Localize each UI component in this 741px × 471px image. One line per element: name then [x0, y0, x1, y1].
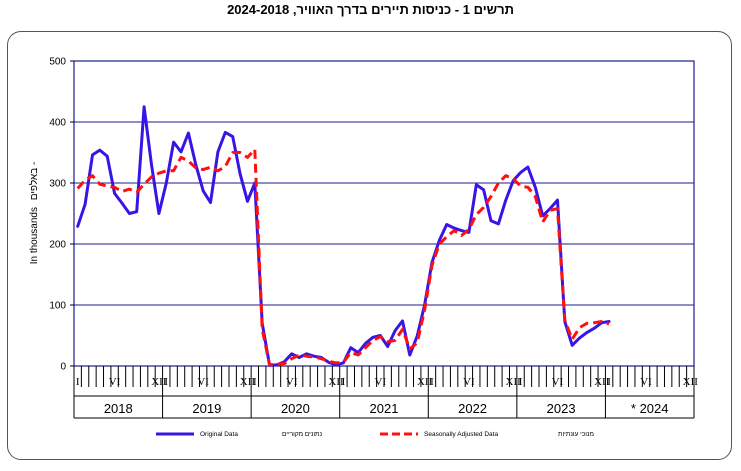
- y-axis-label-en: In thousands: [29, 207, 40, 264]
- month-label-I: I: [342, 376, 346, 388]
- chart-frame: [7, 31, 732, 460]
- legend-adjusted-label-he: מנוכי עונתיות: [558, 431, 594, 438]
- month-label-XII: XII: [328, 376, 344, 388]
- y-tick-label-200: 200: [49, 240, 66, 251]
- y-tick-label-300: 300: [49, 179, 66, 190]
- month-label-VI: VI: [640, 376, 652, 388]
- month-label-VI: VI: [375, 376, 387, 388]
- y-tick-label-0: 0: [60, 362, 66, 373]
- month-label-I: I: [519, 376, 523, 388]
- month-label-I: I: [164, 376, 168, 388]
- month-label-VI: VI: [552, 376, 564, 388]
- legend-adjusted-label-en: Seasonally Adjusted Data: [424, 431, 498, 438]
- month-label-XII: XII: [683, 376, 699, 388]
- month-label-VI: VI: [286, 376, 298, 388]
- y-tick-label-400: 400: [49, 118, 66, 129]
- y-tick-label-100: 100: [49, 301, 66, 312]
- year-label: 2021: [370, 401, 399, 416]
- legend-original-label-he: נתונים מקוריים: [282, 431, 323, 438]
- year-label: 2022: [458, 401, 487, 416]
- series-original-line: [76, 105, 611, 367]
- year-label: 2019: [192, 401, 221, 416]
- chart-title: תרשים 1 - כניסות תיירים בדרך האוויר, 202…: [227, 2, 514, 17]
- month-label-I: I: [607, 376, 611, 388]
- year-label: 2023: [547, 401, 576, 416]
- year-label: * 2024: [631, 401, 669, 416]
- y-axis-label-he: באלפים -: [28, 162, 40, 201]
- month-label-XII: XII: [151, 376, 167, 388]
- month-label-I: I: [253, 376, 257, 388]
- month-label-XII: XII: [240, 376, 256, 388]
- year-label: 2020: [281, 401, 310, 416]
- month-label-VI: VI: [197, 376, 209, 388]
- month-label-VI: VI: [109, 376, 121, 388]
- series-adjusted-line: [76, 148, 610, 367]
- month-label-I: I: [430, 376, 434, 388]
- month-label-VI: VI: [463, 376, 475, 388]
- y-axis-label: In thousands באלפים -: [28, 162, 40, 265]
- y-tick-label-500: 500: [49, 57, 66, 68]
- month-label-XII: XII: [506, 376, 522, 388]
- year-label: 2018: [104, 401, 133, 416]
- month-label-I: I: [76, 376, 80, 388]
- month-label-XII: XII: [417, 376, 433, 388]
- legend-original-label-en: Original Data: [200, 431, 238, 438]
- legend: Original Data נתונים מקוריים Seasonally Ad…: [156, 431, 594, 438]
- series-layer: [76, 105, 611, 367]
- month-label-XII: XII: [594, 376, 610, 388]
